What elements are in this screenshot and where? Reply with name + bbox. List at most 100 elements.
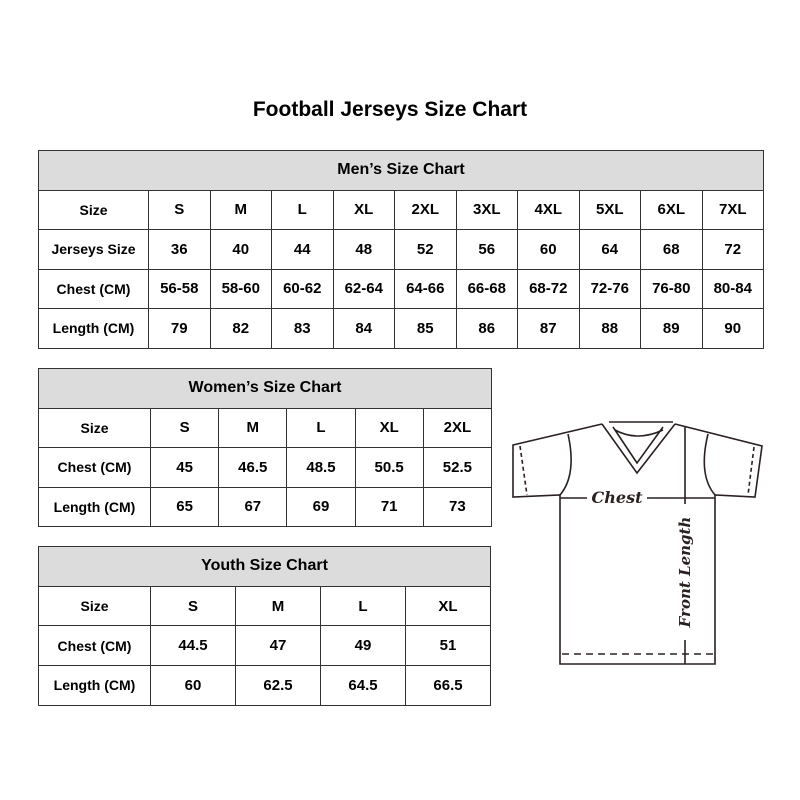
table-cell: 49 xyxy=(320,625,406,667)
table-cell: XL xyxy=(354,407,424,448)
table-cell: 56 xyxy=(455,229,518,270)
table-cell: 87 xyxy=(517,308,580,349)
table-cell: 82 xyxy=(209,308,272,349)
table-row: Jerseys Size 36 40 44 48 52 56 60 64 68 72 xyxy=(38,229,764,270)
table-cell: 44 xyxy=(271,229,334,270)
row-label: Chest (CM) xyxy=(38,268,149,309)
right-sleeve-seam xyxy=(703,433,716,496)
table-cell: 66-68 xyxy=(455,268,518,309)
table-cell: L xyxy=(286,407,356,448)
table-cell: 47 xyxy=(235,625,321,667)
table-cell: 72-76 xyxy=(578,268,641,309)
table-cell: M xyxy=(235,585,321,627)
table-cell: 45 xyxy=(149,447,220,488)
youth-size-table: Youth Size Chart Size S M L XL Chest (CM) 44.5 4… xyxy=(38,546,491,706)
table-cell: 64 xyxy=(578,229,641,270)
table-cell: S xyxy=(150,585,236,627)
table-cell: 79 xyxy=(148,308,211,349)
mens-size-table: Men’s Size Chart Size S M L XL 2XL 3XL 4XL 5XL 6XL… xyxy=(38,150,764,349)
table-cell: M xyxy=(218,407,288,448)
table-cell: 44.5 xyxy=(150,625,236,667)
table-cell: 48.5 xyxy=(286,447,356,488)
table-cell: 5XL xyxy=(578,189,641,230)
row-label: Chest (CM) xyxy=(38,625,151,667)
table-cell: 67 xyxy=(218,486,288,527)
table-cell: 64.5 xyxy=(320,665,406,706)
table-cell: 60-62 xyxy=(271,268,334,309)
right-cuff-stitch xyxy=(747,446,755,496)
table-cell: 6XL xyxy=(640,189,703,230)
table-cell: 90 xyxy=(701,308,764,349)
table-row: Chest (CM) 45 46.5 48.5 50.5 52.5 xyxy=(38,447,493,488)
table-cell: 62.5 xyxy=(235,665,321,706)
row-label: Jerseys Size xyxy=(38,229,149,270)
table-cell: 46.5 xyxy=(218,447,288,488)
table-cell: 68-72 xyxy=(517,268,580,309)
table-cell: 4XL xyxy=(517,189,580,230)
table-cell: 89 xyxy=(640,308,703,349)
table-cell: 52 xyxy=(394,229,457,270)
table-cell: 83 xyxy=(271,308,334,349)
table-cell: 7XL xyxy=(701,189,764,230)
table-row: Size S M L XL 2XL 3XL 4XL 5XL 6XL 7XL xyxy=(38,189,764,230)
row-label: Length (CM) xyxy=(38,665,151,706)
table-row: Chest (CM) 56-58 58-60 60-62 62-64 64-66 66-68… xyxy=(38,268,764,309)
table-cell: 2XL xyxy=(394,189,457,230)
table-cell: L xyxy=(271,189,334,230)
table-cell: 2XL xyxy=(422,407,493,448)
front-length-label: Front Length xyxy=(676,517,694,629)
collar-back xyxy=(614,429,664,437)
table-cell: 36 xyxy=(148,229,211,270)
table-cell: S xyxy=(149,407,220,448)
row-label: Length (CM) xyxy=(38,486,151,527)
table-cell: 52.5 xyxy=(422,447,493,488)
row-label: Chest (CM) xyxy=(38,447,151,488)
table-cell: 69 xyxy=(286,486,356,527)
table-cell: 58-60 xyxy=(209,268,272,309)
table-cell: S xyxy=(148,189,211,230)
table-row: Chest (CM) 44.5 47 49 51 xyxy=(38,625,491,667)
table-cell: 60 xyxy=(150,665,236,706)
table-row: Size S M L XL xyxy=(38,585,491,627)
table-cell: M xyxy=(209,189,272,230)
jersey-outline xyxy=(512,423,763,665)
chest-label: Chest xyxy=(592,488,644,507)
table-cell: 66.5 xyxy=(405,665,491,706)
table-cell: 40 xyxy=(209,229,272,270)
table-cell: 86 xyxy=(455,308,518,349)
row-label: Size xyxy=(38,189,149,230)
table-cell: 73 xyxy=(422,486,493,527)
row-label: Length (CM) xyxy=(38,308,149,349)
women-table-caption: Women’s Size Chart xyxy=(38,368,492,409)
table-cell: 84 xyxy=(332,308,395,349)
jersey-measurement-diagram: Chest Front Length xyxy=(512,421,763,665)
men-table-caption: Men’s Size Chart xyxy=(38,150,764,191)
table-cell: 88 xyxy=(578,308,641,349)
left-cuff-stitch xyxy=(519,445,528,496)
table-cell: 64-66 xyxy=(394,268,457,309)
table-row: Length (CM) 65 67 69 71 73 xyxy=(38,486,493,527)
womens-size-table: Women’s Size Chart Size S M L XL 2XL Chest (CM)… xyxy=(38,368,493,527)
table-cell: 60 xyxy=(517,229,580,270)
table-cell: 3XL xyxy=(455,189,518,230)
table-cell: XL xyxy=(405,585,491,627)
table-cell: L xyxy=(320,585,406,627)
youth-table-caption: Youth Size Chart xyxy=(38,546,491,587)
table-row: Size S M L XL 2XL xyxy=(38,407,493,448)
table-cell: 56-58 xyxy=(148,268,211,309)
page-title: Football Jerseys Size Chart xyxy=(252,98,528,121)
collar-inner xyxy=(609,421,673,465)
table-row: Length (CM) 60 62.5 64.5 66.5 xyxy=(38,665,491,706)
row-label: Size xyxy=(38,407,151,448)
row-label: Size xyxy=(38,585,151,627)
table-cell: 72 xyxy=(701,229,764,270)
table-cell: 85 xyxy=(394,308,457,349)
table-cell: 51 xyxy=(405,625,491,667)
table-cell: 50.5 xyxy=(354,447,424,488)
table-cell: 76-80 xyxy=(640,268,703,309)
table-cell: 62-64 xyxy=(332,268,395,309)
table-cell: 80-84 xyxy=(701,268,764,309)
table-cell: 68 xyxy=(640,229,703,270)
table-cell: XL xyxy=(332,189,395,230)
left-sleeve-seam xyxy=(559,433,572,496)
